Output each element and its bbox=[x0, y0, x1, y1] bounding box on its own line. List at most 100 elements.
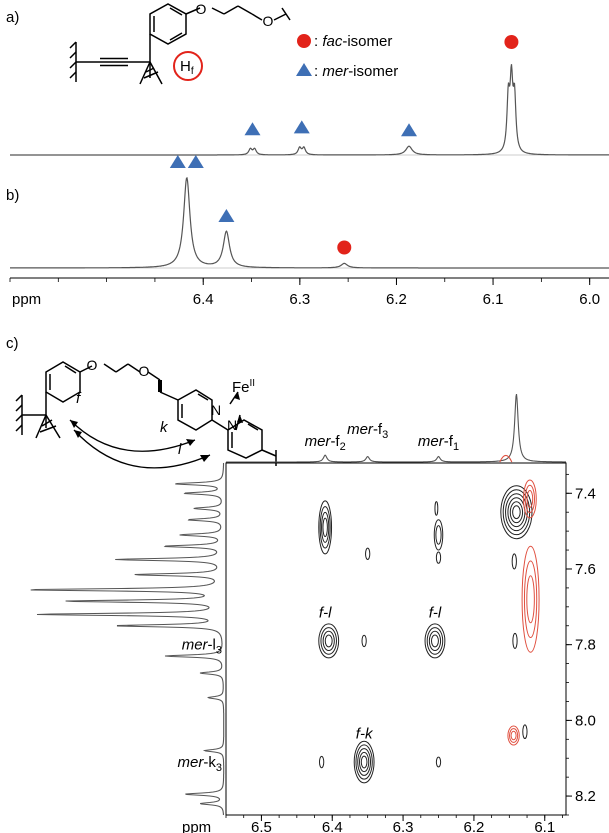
contour-level bbox=[523, 479, 537, 519]
contour-level bbox=[523, 560, 538, 639]
legend-fac-label: : fac-isomer bbox=[314, 33, 392, 50]
contour-level bbox=[507, 725, 520, 746]
atom-n-c-2: N bbox=[227, 417, 237, 433]
contour-level bbox=[505, 493, 528, 532]
contour-level bbox=[361, 634, 367, 648]
atom-o-1: O bbox=[196, 1, 207, 17]
atom-o-c-1: O bbox=[87, 357, 98, 373]
structure-a bbox=[69, 3, 291, 85]
contour-level bbox=[322, 630, 335, 652]
plot-frame bbox=[225, 462, 567, 816]
contour-level bbox=[435, 525, 442, 545]
mer-peak-marker bbox=[293, 120, 310, 134]
proton-hf-label: Hf bbox=[180, 58, 194, 77]
spectrum-a bbox=[10, 35, 609, 156]
top-peak-label: mer-f3 bbox=[347, 421, 388, 441]
mer-peak-marker bbox=[218, 209, 235, 222]
cosy-2d-plot: 6.5 6.4 6.3 6.2 6.1 ppm 7.4 7.6 7.8 8.0 8.2 mer-f… bbox=[30, 393, 596, 833]
x-axis-label: ppm bbox=[182, 819, 211, 833]
y-tick-label: 7.8 bbox=[575, 637, 596, 654]
x-axis-b: 6.4 6.3 6.2 6.1 6.0 ppm bbox=[9, 277, 609, 308]
legend-mer-marker bbox=[296, 63, 312, 76]
y-tick-label: 8.0 bbox=[575, 712, 596, 729]
x-tick-label: 6.1 bbox=[483, 291, 504, 308]
x-tick-label: 6.3 bbox=[393, 819, 414, 833]
x-tick-label: 6.4 bbox=[193, 291, 214, 308]
structure-c bbox=[15, 361, 277, 469]
contour-level bbox=[508, 728, 519, 743]
contour-level bbox=[318, 623, 340, 659]
contour-level bbox=[320, 627, 337, 655]
contour-level bbox=[500, 485, 533, 540]
left-projection bbox=[30, 462, 225, 816]
contour-level bbox=[512, 505, 521, 520]
cross-peak-label: f-k bbox=[356, 726, 374, 743]
top-projection-trace bbox=[226, 393, 566, 463]
contour-level bbox=[318, 500, 333, 555]
atom-o-2: O bbox=[263, 13, 274, 29]
x-tick-label: 6.4 bbox=[322, 819, 343, 833]
contour-level bbox=[355, 744, 373, 780]
contour-level bbox=[435, 551, 442, 564]
contour-level bbox=[434, 501, 439, 516]
x-tick-label: 6.3 bbox=[289, 291, 310, 308]
legend-mer-label: : mer-isomer bbox=[314, 63, 398, 80]
x-tick-label: 6.0 bbox=[579, 291, 600, 308]
contour-level bbox=[359, 751, 370, 773]
top-projection bbox=[226, 393, 566, 463]
metal-label: FeII bbox=[232, 378, 255, 396]
mer-peak-marker bbox=[187, 155, 204, 168]
proton-l-label: l bbox=[178, 441, 182, 458]
panel-label-b: b) bbox=[6, 187, 19, 204]
contours bbox=[318, 479, 540, 784]
contour-level bbox=[526, 575, 535, 624]
top-peak-label: mer-f2 bbox=[305, 433, 346, 453]
top-projection-negative bbox=[499, 454, 513, 463]
contour-level bbox=[435, 756, 442, 768]
proton-k-label: k bbox=[160, 419, 169, 436]
atom-o-c-2: O bbox=[139, 363, 150, 379]
contour-level bbox=[524, 484, 535, 514]
contour-level bbox=[424, 623, 446, 659]
contour-level bbox=[319, 755, 325, 769]
y-tick-label: 7.4 bbox=[575, 485, 596, 502]
left-peak-label: mer-l3 bbox=[182, 637, 222, 657]
contour-level bbox=[433, 519, 444, 551]
contour-level bbox=[322, 517, 328, 538]
x-tick-label: 6.2 bbox=[463, 819, 484, 833]
contour-level bbox=[512, 632, 518, 649]
legend: : fac-isomer : mer-isomer bbox=[296, 33, 398, 80]
contour-level bbox=[426, 627, 444, 655]
arrowheads-c bbox=[70, 392, 243, 462]
panel-label-c: c) bbox=[6, 335, 19, 352]
left-peak-label: mer-k3 bbox=[178, 754, 222, 774]
y-axis-c: 7.4 7.6 7.8 8.0 8.2 bbox=[566, 473, 596, 816]
contour-level bbox=[428, 630, 442, 652]
contour-level bbox=[357, 748, 371, 776]
contour-level bbox=[526, 490, 534, 508]
x-tick-label: 6.2 bbox=[386, 291, 407, 308]
spectrum-trace bbox=[10, 176, 609, 269]
cross-peak-label: f-l bbox=[429, 605, 442, 622]
mer-peak-marker bbox=[244, 122, 261, 136]
contour-level bbox=[321, 511, 330, 543]
contour-level bbox=[522, 724, 528, 740]
cross-peak-label: f-l bbox=[319, 605, 332, 622]
x-tick-label: 6.1 bbox=[534, 819, 555, 833]
mer-peak-marker bbox=[401, 123, 418, 137]
contour-level bbox=[365, 547, 371, 561]
contour-level bbox=[509, 501, 524, 524]
proton-f-label: f bbox=[76, 390, 82, 407]
contour-level bbox=[431, 634, 439, 648]
contour-level bbox=[510, 730, 517, 741]
spectrum-b bbox=[10, 155, 609, 269]
spectrum-trace bbox=[10, 64, 609, 156]
x-axis-label: ppm bbox=[12, 291, 41, 308]
mer-peak-marker bbox=[169, 155, 186, 168]
contour-level bbox=[353, 740, 375, 784]
y-tick-label: 7.6 bbox=[575, 561, 596, 578]
fac-peak-marker bbox=[337, 240, 352, 255]
contour-level bbox=[360, 755, 368, 769]
